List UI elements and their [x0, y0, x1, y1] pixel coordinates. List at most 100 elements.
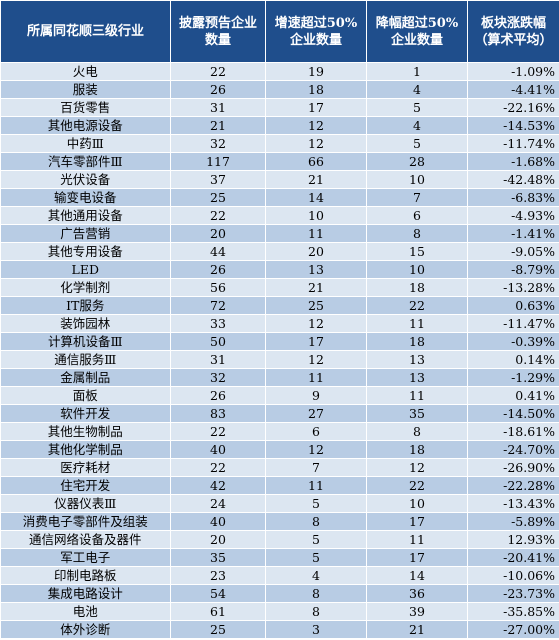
growth-count-cell: 11: [265, 368, 367, 387]
decline-count-cell: 13: [366, 368, 468, 387]
table-row: 光伏设备 37 21 10 -42.48%: [0, 170, 559, 189]
growth-count-cell: 9: [265, 386, 367, 405]
disclosed-count-cell: 33: [170, 314, 266, 333]
growth-count-cell: 6: [265, 422, 367, 441]
table-row: 通信服务Ⅲ 31 12 13 0.14%: [0, 350, 559, 369]
decline-count-cell: 11: [366, 314, 468, 333]
growth-count-cell: 11: [265, 476, 367, 495]
disclosed-count-cell: 42: [170, 476, 266, 495]
table-row: 仪器仪表Ⅲ 24 5 10 -13.43%: [0, 494, 559, 513]
industry-cell: 集成电路设计: [0, 584, 171, 603]
table-row: 火电 22 19 1 -1.09%: [0, 62, 559, 81]
growth-count-cell: 27: [265, 404, 367, 423]
disclosed-count-cell: 35: [170, 548, 266, 567]
disclosed-count-cell: 32: [170, 368, 266, 387]
sector-change-cell: -42.48%: [467, 170, 559, 189]
header-row: 所属同花顺三级行业 披露预告企业数量 增速超过50%企业数量 降幅超过50%企业…: [0, 0, 559, 63]
header-industry: 所属同花顺三级行业: [0, 0, 171, 63]
decline-count-cell: 7: [366, 188, 468, 207]
disclosed-count-cell: 20: [170, 224, 266, 243]
growth-count-cell: 18: [265, 80, 367, 99]
header-sector-change: 板块涨跌幅（算术平均）: [467, 0, 559, 63]
decline-count-cell: 28: [366, 152, 468, 171]
growth-count-cell: 7: [265, 458, 367, 477]
decline-count-cell: 18: [366, 332, 468, 351]
growth-count-cell: 25: [265, 296, 367, 315]
disclosed-count-cell: 72: [170, 296, 266, 315]
decline-count-cell: 10: [366, 170, 468, 189]
industry-cell: 服装: [0, 80, 171, 99]
growth-count-cell: 17: [265, 98, 367, 117]
disclosed-count-cell: 22: [170, 206, 266, 225]
industry-cell: 软件开发: [0, 404, 171, 423]
industry-cell: 装饰园林: [0, 314, 171, 333]
industry-cell: 其他化学制品: [0, 440, 171, 459]
sector-change-cell: 0.63%: [467, 296, 559, 315]
industry-cell: 输变电设备: [0, 188, 171, 207]
growth-count-cell: 14: [265, 188, 367, 207]
table-row: 输变电设备 25 14 7 -6.83%: [0, 188, 559, 207]
growth-count-cell: 17: [265, 332, 367, 351]
sector-change-cell: -27.00%: [467, 620, 559, 639]
industry-cell: 中药Ⅲ: [0, 134, 171, 153]
table-row: 集成电路设计 54 8 36 -23.73%: [0, 584, 559, 603]
disclosed-count-cell: 22: [170, 458, 266, 477]
decline-count-cell: 11: [366, 530, 468, 549]
industry-cell: 住宅开发: [0, 476, 171, 495]
table-row: 其他化学制品 40 12 18 -24.70%: [0, 440, 559, 459]
table-row: 中药Ⅲ 32 12 5 -11.74%: [0, 134, 559, 153]
industry-cell: 火电: [0, 62, 171, 81]
table-row: 体外诊断 25 3 21 -27.00%: [0, 620, 559, 639]
growth-count-cell: 5: [265, 548, 367, 567]
decline-count-cell: 4: [366, 80, 468, 99]
sector-change-cell: -20.41%: [467, 548, 559, 567]
header-decline-over-50: 降幅超过50%企业数量: [366, 0, 468, 63]
sector-change-cell: -26.90%: [467, 458, 559, 477]
disclosed-count-cell: 24: [170, 494, 266, 513]
table-row: 计算机设备Ⅲ 50 17 18 -0.39%: [0, 332, 559, 351]
sector-change-cell: -10.06%: [467, 566, 559, 585]
sector-change-cell: -0.39%: [467, 332, 559, 351]
decline-count-cell: 8: [366, 224, 468, 243]
sector-change-cell: -11.74%: [467, 134, 559, 153]
growth-count-cell: 5: [265, 530, 367, 549]
disclosed-count-cell: 26: [170, 260, 266, 279]
disclosed-count-cell: 83: [170, 404, 266, 423]
growth-count-cell: 5: [265, 494, 367, 513]
decline-count-cell: 4: [366, 116, 468, 135]
decline-count-cell: 39: [366, 602, 468, 621]
sector-change-cell: -4.93%: [467, 206, 559, 225]
decline-count-cell: 13: [366, 350, 468, 369]
industry-cell: 仪器仪表Ⅲ: [0, 494, 171, 513]
disclosed-count-cell: 32: [170, 134, 266, 153]
decline-count-cell: 12: [366, 458, 468, 477]
disclosed-count-cell: 25: [170, 620, 266, 639]
disclosed-count-cell: 56: [170, 278, 266, 297]
growth-count-cell: 8: [265, 602, 367, 621]
decline-count-cell: 10: [366, 494, 468, 513]
decline-count-cell: 5: [366, 134, 468, 153]
disclosed-count-cell: 40: [170, 512, 266, 531]
industry-cell: LED: [0, 260, 171, 279]
table-row: LED 26 13 10 -8.79%: [0, 260, 559, 279]
decline-count-cell: 36: [366, 584, 468, 603]
disclosed-count-cell: 23: [170, 566, 266, 585]
sector-change-cell: -18.61%: [467, 422, 559, 441]
decline-count-cell: 1: [366, 62, 468, 81]
table-row: 面板 26 9 11 0.41%: [0, 386, 559, 405]
industry-cell: 通信网络设备及器件: [0, 530, 171, 549]
disclosed-count-cell: 40: [170, 440, 266, 459]
growth-count-cell: 8: [265, 584, 367, 603]
table-row: 其他通用设备 22 10 6 -4.93%: [0, 206, 559, 225]
disclosed-count-cell: 31: [170, 350, 266, 369]
growth-count-cell: 12: [265, 134, 367, 153]
decline-count-cell: 17: [366, 548, 468, 567]
growth-count-cell: 12: [265, 350, 367, 369]
decline-count-cell: 11: [366, 386, 468, 405]
table-row: 金属制品 32 11 13 -1.29%: [0, 368, 559, 387]
disclosed-count-cell: 117: [170, 152, 266, 171]
industry-cell: 汽车零部件Ⅲ: [0, 152, 171, 171]
industry-cell: 体外诊断: [0, 620, 171, 639]
sector-change-cell: -14.53%: [467, 116, 559, 135]
